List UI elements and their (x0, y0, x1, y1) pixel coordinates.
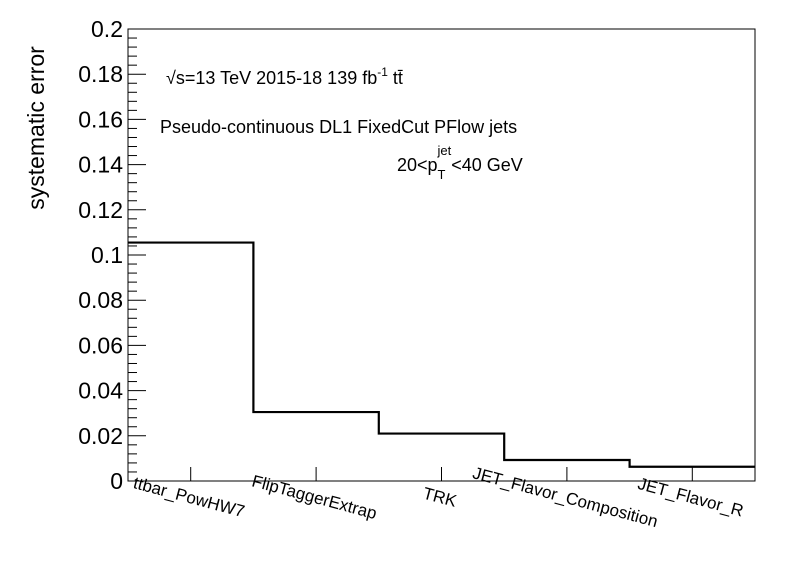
x-category-label: ttbar_PowHW7 (131, 473, 246, 521)
y-tick-label: 0.2 (91, 16, 123, 42)
lumi-exponent: -1 (377, 65, 388, 79)
y-tick-label: 0.16 (78, 106, 123, 132)
sqrt-s: √s (166, 68, 185, 88)
y-axis-label: systematic error (23, 46, 49, 210)
energy-lumi-text: =13 TeV 2015-18 139 fb (185, 68, 377, 88)
y-tick-label: 0.1 (91, 242, 123, 268)
histogram-step-line (128, 241, 755, 468)
y-tick-label: 0.14 (78, 152, 123, 178)
y-tick-label: 0.06 (78, 332, 123, 358)
process-label: tt̄ (388, 68, 403, 88)
y-tick-label: 0.12 (78, 197, 123, 223)
y-tick-label: 0.04 (78, 378, 123, 404)
y-tick-label: 0 (110, 468, 123, 494)
pt-subscript: T (438, 167, 446, 182)
pt-range-low: 20<p (397, 155, 438, 175)
y-tick-label: 0.08 (78, 287, 123, 313)
pt-range-annotation: 20<pTjet<40 GeV (397, 143, 523, 182)
pt-range-high: <40 GeV (451, 155, 523, 175)
x-axis (190, 467, 693, 481)
x-category-label: FlipTaggerExtrap (250, 471, 379, 523)
category-labels: ttbar_PowHW7 FlipTaggerExtrap TRK JET_Flavo… (131, 463, 745, 531)
x-category-label: JET_Flavor_Composition (471, 463, 660, 531)
y-tick-label: 0.18 (78, 61, 123, 87)
plot-frame (127, 28, 756, 482)
pt-superscript: jet (437, 143, 452, 158)
y-axis: 0 0.02 0.04 0.06 0.08 0.1 0.12 0.14 0.16 0.18 0.2 (78, 16, 146, 494)
energy-luminosity-annotation: √s=13 TeV 2015-18 139 fb-1 tt̄ (166, 65, 403, 88)
x-category-label: TRK (421, 484, 459, 511)
y-tick-label: 0.02 (78, 423, 123, 449)
jet-collection-annotation: Pseudo-continuous DL1 FixedCut PFlow jet… (160, 117, 517, 137)
